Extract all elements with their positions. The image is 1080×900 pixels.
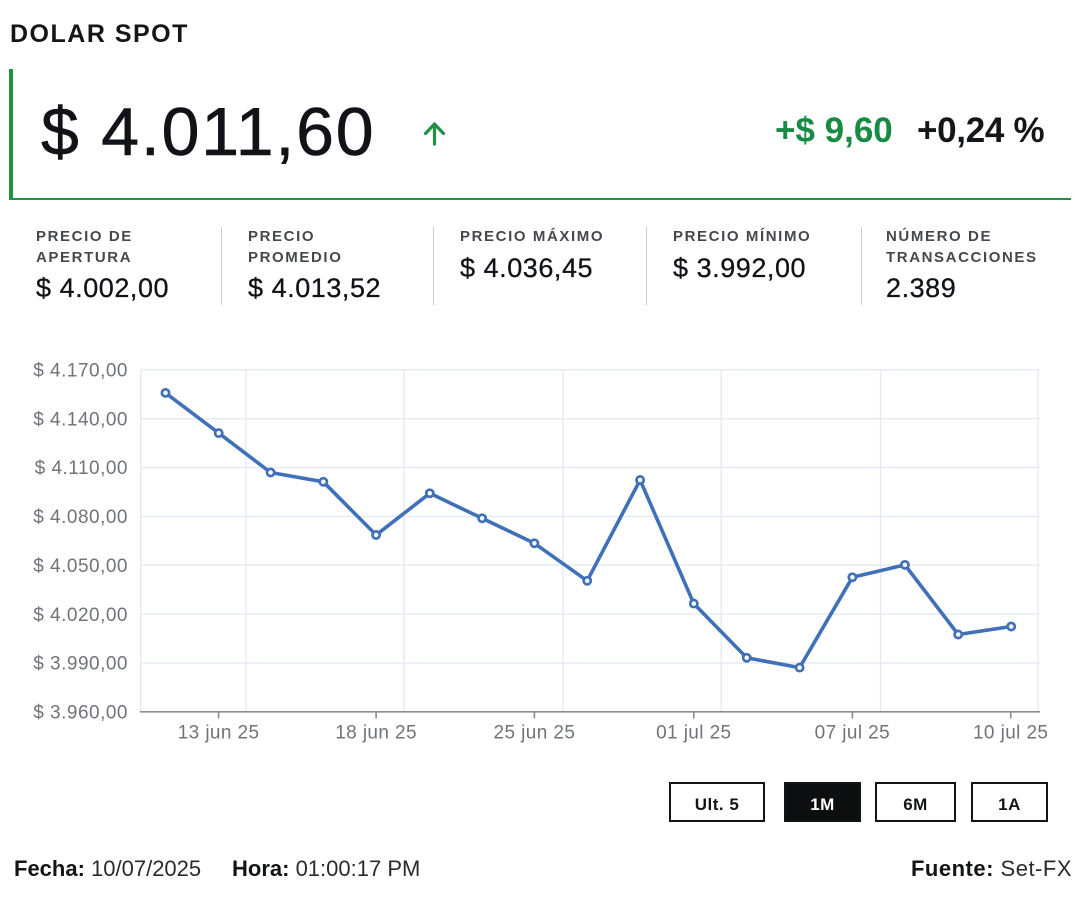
svg-text:25 jun 25: 25 jun 25 [494, 723, 576, 744]
svg-text:$ 4.170,00: $ 4.170,00 [33, 361, 128, 382]
svg-text:07 jul 25: 07 jul 25 [815, 723, 890, 744]
svg-text:$ 3.990,00: $ 3.990,00 [33, 654, 128, 675]
svg-text:10 jul 25: 10 jul 25 [973, 723, 1048, 744]
svg-text:13 jun 25: 13 jun 25 [178, 723, 260, 744]
svg-text:$ 4.050,00: $ 4.050,00 [33, 556, 128, 577]
svg-text:$ 4.110,00: $ 4.110,00 [35, 458, 128, 479]
svg-text:$ 4.140,00: $ 4.140,00 [33, 409, 128, 430]
svg-text:$ 3.960,00: $ 3.960,00 [33, 703, 128, 724]
svg-text:18 jun 25: 18 jun 25 [335, 723, 417, 744]
svg-text:$ 4.080,00: $ 4.080,00 [33, 507, 128, 528]
svg-text:$ 4.020,00: $ 4.020,00 [33, 605, 128, 626]
svg-text:01 jul 25: 01 jul 25 [656, 723, 731, 744]
